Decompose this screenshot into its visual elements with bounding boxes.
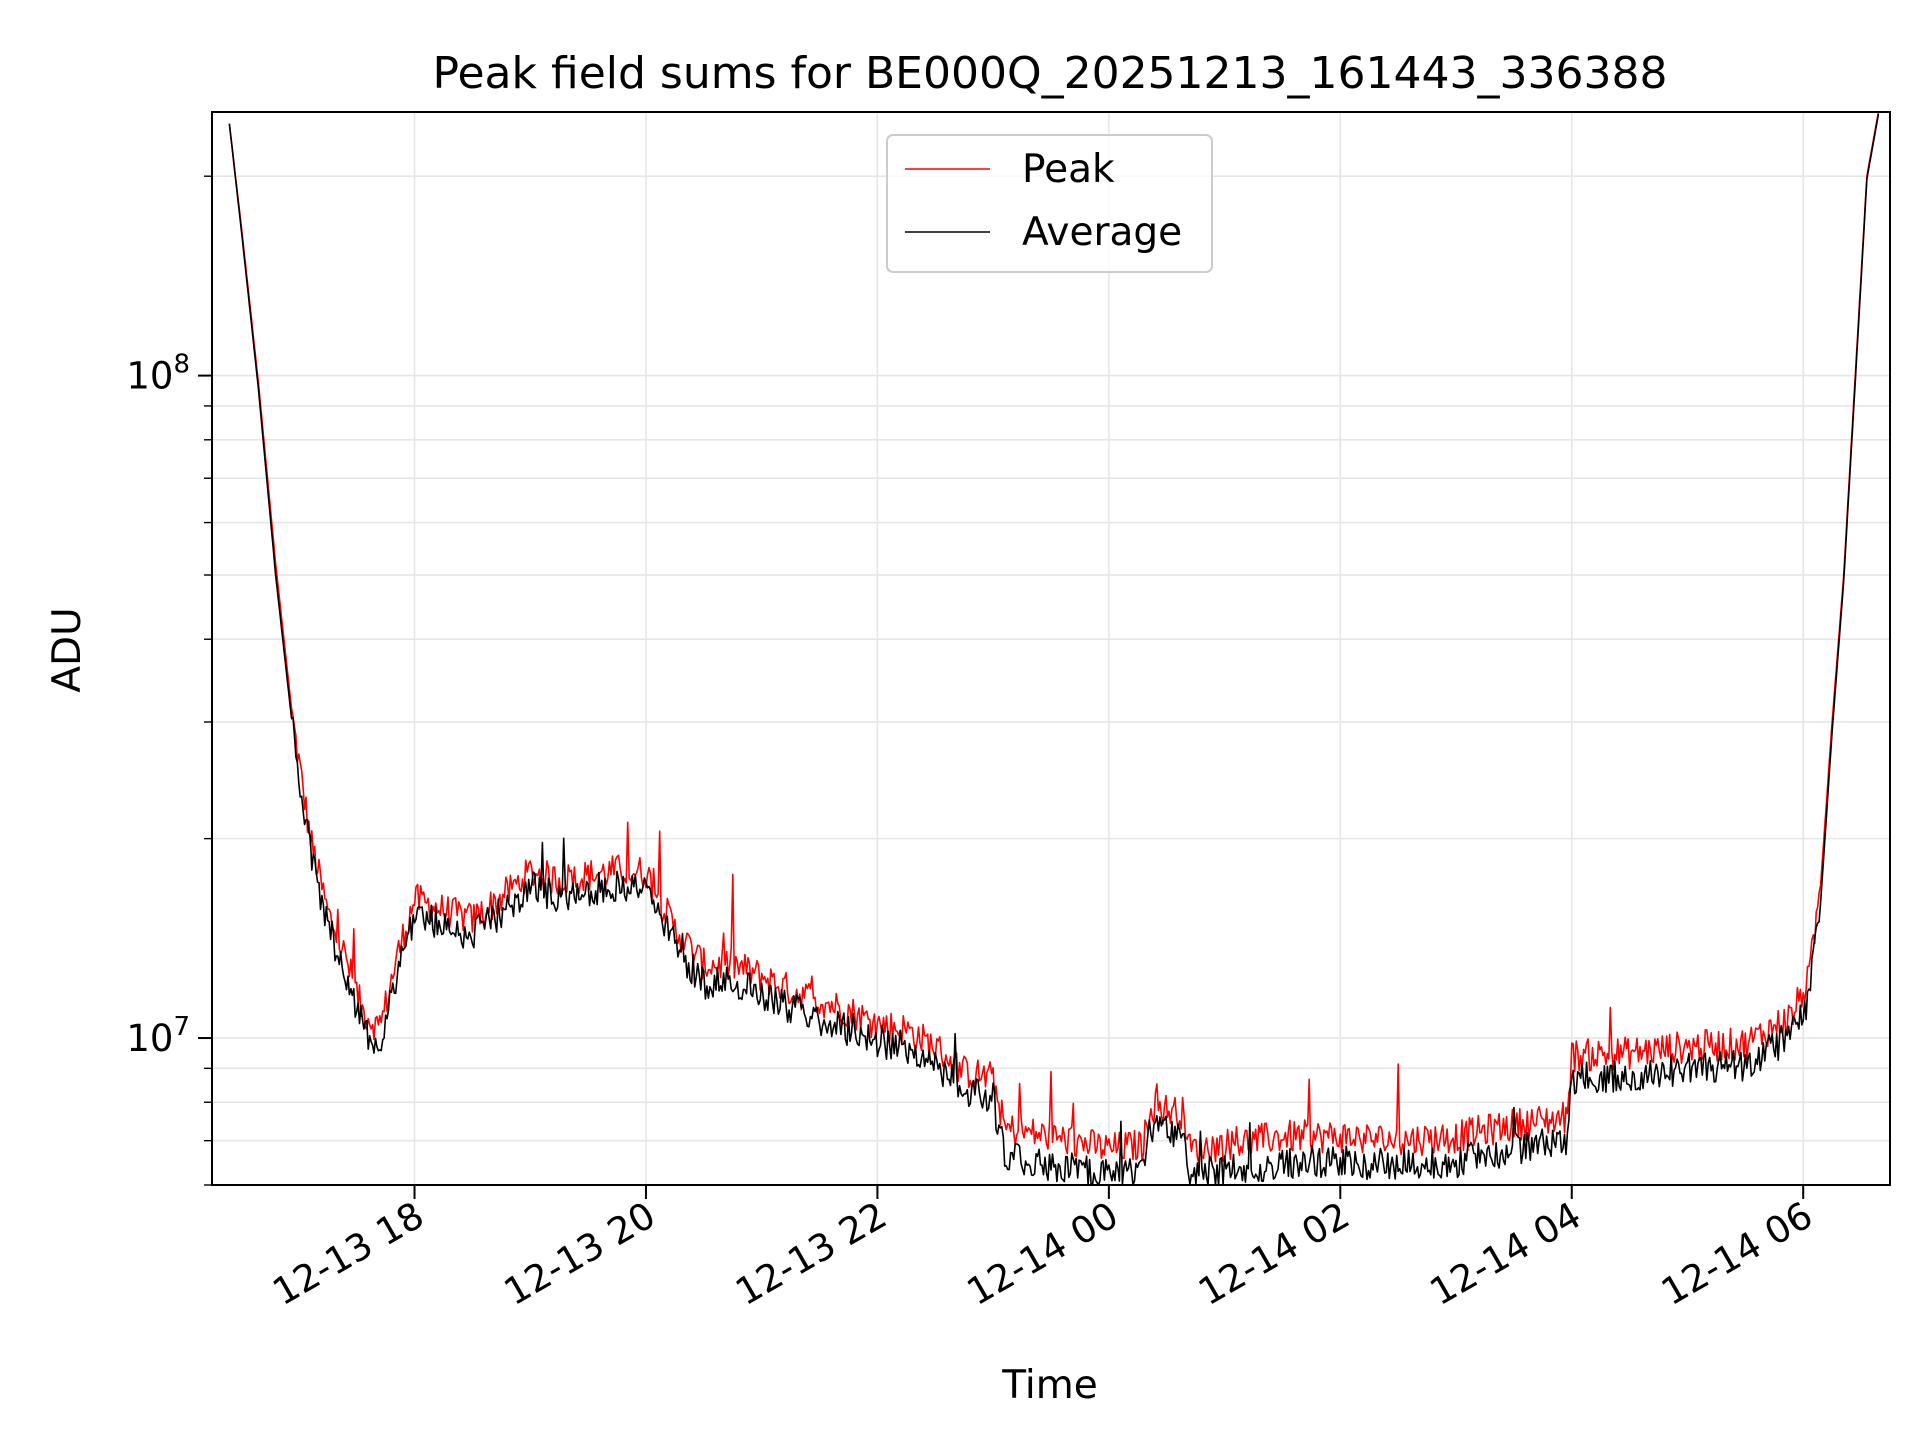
x-tick-label: 12-14 00 [960,1194,1126,1314]
x-tick-label: 12-14 06 [1654,1194,1820,1314]
series-line-average [228,114,1880,1186]
legend-label-peak: Peak [1022,147,1115,192]
x-tick-label: 12-14 02 [1191,1194,1357,1314]
y-tick-label: 108 [126,350,190,398]
y-tick-label: 107 [126,1012,190,1060]
series-line-peak [228,111,1880,1165]
axes-frame [211,111,1891,1186]
x-tick-label: 12-13 22 [728,1194,894,1314]
x-tick-label: 12-14 04 [1423,1194,1589,1314]
x-axis: 12-13 18 12-13 20 12-13 22 12-14 00 12-14 02… [265,1185,1820,1314]
series-layer [228,111,1880,1186]
y-axis-label: ADU [45,607,90,692]
x-axis-label: Time [1001,1363,1097,1408]
legend: Peak Average [886,134,1213,273]
x-tick-label: 12-13 18 [265,1194,431,1314]
y-axis: 107 108 [126,175,212,1186]
grid [212,112,1890,1186]
chart-title: Peak field sums for BE000Q_20251213_1614… [433,48,1668,99]
legend-label-average: Average [1022,210,1182,255]
x-tick-label: 12-13 20 [497,1194,663,1314]
